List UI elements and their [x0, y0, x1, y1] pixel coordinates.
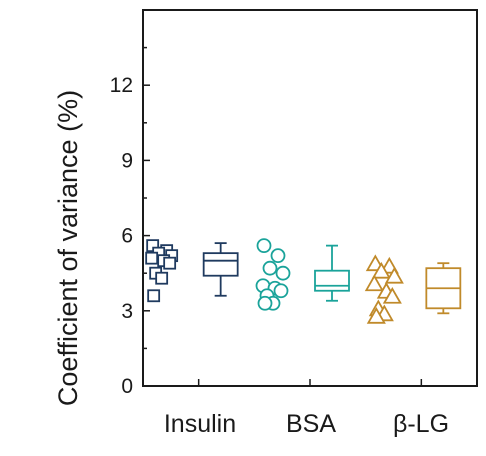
- data-point: [155, 271, 169, 285]
- plot-frame: [142, 9, 478, 387]
- y-tick-label: 0: [121, 375, 133, 398]
- series--lg: [364, 254, 462, 324]
- y-tick-label: 12: [110, 74, 133, 97]
- x-tick-label-bsa: BSA: [286, 410, 336, 438]
- data-point: [371, 261, 391, 279]
- y-axis-title: Coefficient of variance (%): [53, 90, 83, 406]
- y-tick-label: 9: [121, 149, 133, 172]
- data-point: [275, 265, 291, 281]
- x-tick-label-blg: β-LG: [393, 410, 449, 438]
- series-bsa: [255, 238, 350, 311]
- data-point: [366, 306, 386, 324]
- series-layer: [145, 238, 462, 324]
- data-point: [364, 274, 384, 292]
- data-point: [382, 286, 402, 304]
- category-labels: Insulin BSA β-LG: [164, 410, 449, 438]
- y-axis-ticks: 0 3 6 9 12: [110, 9, 423, 398]
- x-tick-label-insulin: Insulin: [164, 410, 236, 438]
- data-point: [270, 248, 286, 264]
- y-tick-label: 3: [121, 300, 133, 323]
- box-iqr: [314, 269, 350, 292]
- series-insulin: [145, 239, 239, 303]
- data-point: [262, 260, 278, 276]
- data-point: [147, 289, 161, 303]
- data-point: [384, 266, 404, 284]
- data-point: [273, 283, 289, 299]
- data-point: [256, 238, 272, 254]
- box-iqr: [202, 252, 239, 277]
- data-point: [257, 295, 273, 311]
- y-tick-label: 6: [121, 225, 133, 248]
- data-point: [145, 251, 159, 265]
- data-point: [163, 256, 177, 270]
- plot-border: [142, 9, 478, 387]
